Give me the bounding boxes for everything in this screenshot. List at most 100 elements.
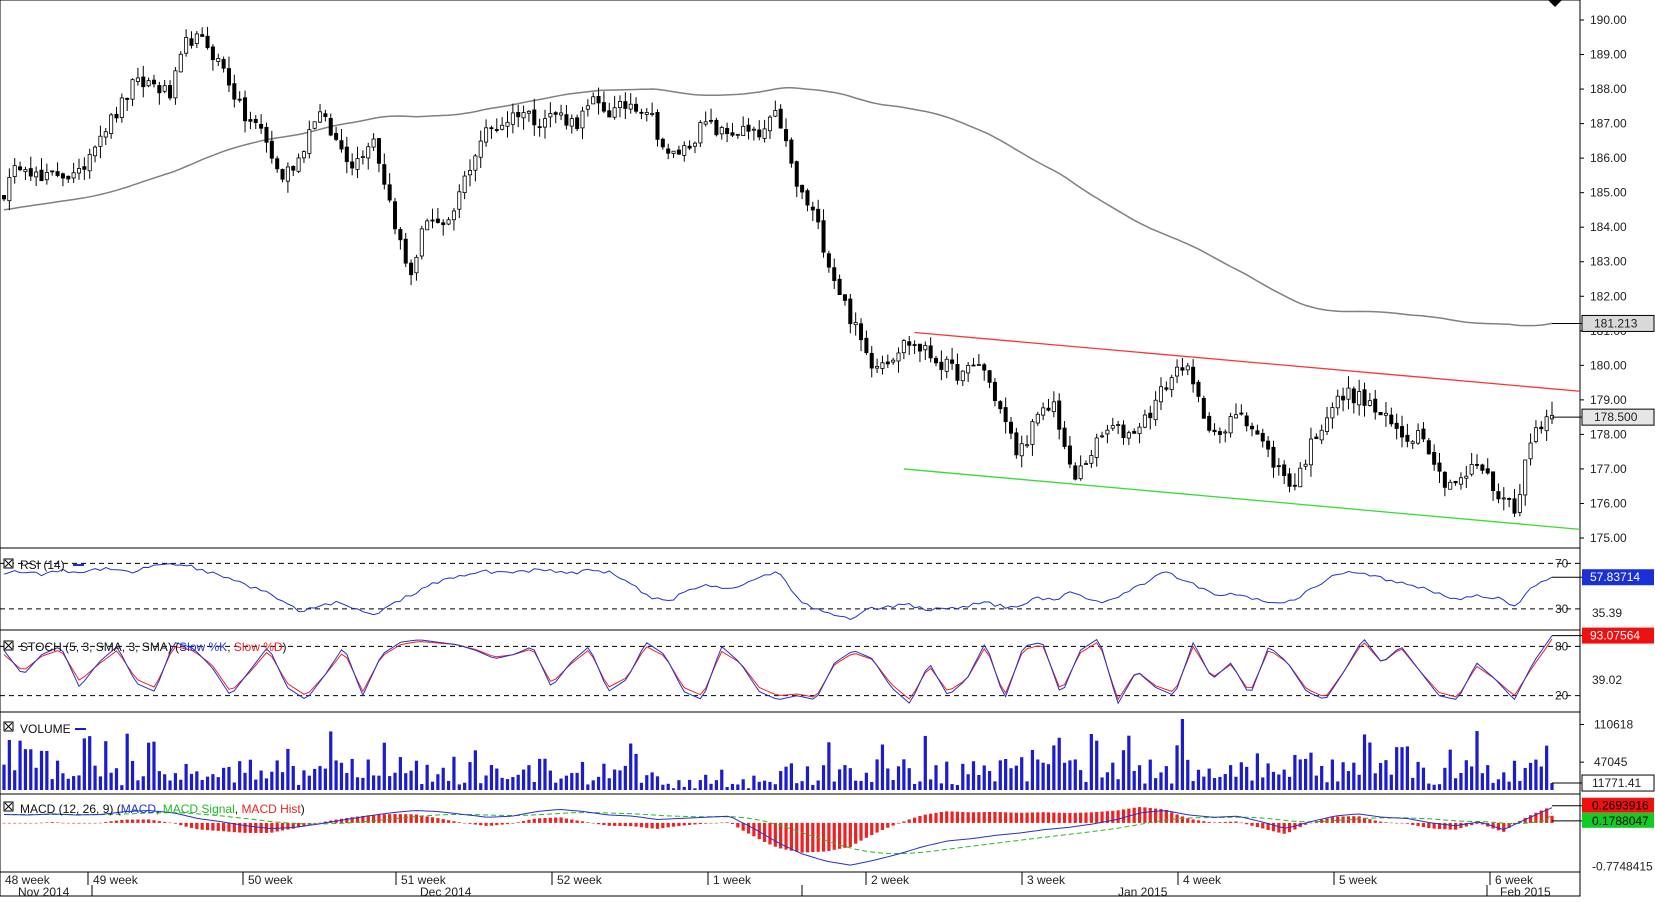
week-label: 4 week: [1183, 873, 1222, 887]
rsi-value-label: 57.83714: [1590, 570, 1640, 584]
volume-bar: [45, 750, 49, 790]
candle-bullish: [510, 112, 515, 125]
macd-hist-bar: [671, 822, 676, 827]
volume-bar: [929, 779, 933, 790]
volume-bar: [1416, 761, 1420, 790]
volume-bar: [1432, 784, 1436, 790]
macd-hist-bar: [1336, 816, 1340, 823]
candle-bullish: [1501, 497, 1506, 500]
macd-hist-bar: [473, 822, 477, 825]
volume-bar: [1239, 762, 1243, 790]
rsi-level-label: 70: [1555, 556, 1569, 570]
macd-hist-bar: [527, 819, 531, 823]
macd-hist-bar: [961, 811, 965, 823]
candle-bearish: [607, 110, 612, 118]
macd-hist-bar: [736, 822, 740, 828]
macd-hist-bar: [350, 817, 354, 823]
macd-hist-bar: [923, 814, 927, 823]
candle-bullish: [1153, 399, 1158, 421]
candle-bearish: [28, 168, 33, 177]
candle-bearish: [344, 146, 349, 163]
macd-hist-bar: [661, 822, 665, 829]
candle-bullish: [7, 177, 12, 202]
volume-bar: [334, 760, 338, 790]
candle-bullish: [1078, 465, 1083, 480]
candle-bearish: [243, 97, 248, 122]
volume-bar: [1229, 765, 1233, 790]
volume-bar: [1095, 740, 1099, 790]
price-tick-label: 179.00: [1590, 393, 1627, 407]
volume-bar: [1277, 774, 1281, 790]
candle-bullish: [366, 146, 371, 159]
volume-bar: [1089, 733, 1093, 790]
macd-title-group: MACD (12, 26, 9) (MACD, MACD Signal, MAC…: [3, 801, 305, 816]
macd-hist-bar: [1368, 819, 1372, 823]
volume-bar: [1303, 758, 1308, 790]
candle-bearish: [323, 113, 328, 117]
macd-hist-bar: [666, 822, 670, 828]
candle-bullish: [719, 127, 724, 135]
week-label: 48 week: [5, 873, 51, 887]
candle-bullish: [1458, 477, 1463, 485]
month-label: Nov 2014: [18, 885, 70, 897]
macd-hist-bar: [1143, 807, 1147, 823]
candle-bearish: [676, 149, 681, 155]
volume-bar: [923, 735, 927, 790]
volume-bar: [1223, 774, 1227, 790]
candle-bullish: [34, 171, 39, 178]
macd-hist-bar: [1030, 812, 1035, 823]
macd-hist-bar: [104, 822, 108, 823]
candle-bearish: [714, 119, 719, 136]
volume-bar: [811, 784, 815, 790]
macd-hist-bar: [13, 822, 17, 824]
macd-hist-bar: [725, 822, 729, 823]
macd-hist-bar: [1411, 822, 1415, 825]
price-tick-label: 178.00: [1590, 427, 1627, 441]
volume-bar: [1116, 779, 1120, 790]
volume-bar: [109, 772, 113, 790]
macd-hist-bar: [1159, 809, 1163, 823]
volume-bar: [114, 768, 119, 790]
sma-line: [3, 87, 1553, 327]
price-tick-label: 185.00: [1590, 186, 1627, 200]
volume-bar: [500, 777, 504, 790]
candle-bullish: [1035, 413, 1040, 424]
volume-bar: [1480, 773, 1484, 790]
volume-bar: [1100, 777, 1104, 790]
candle-bullish: [146, 80, 151, 87]
macd-hist-bar: [1421, 822, 1426, 828]
candle-bearish: [746, 124, 751, 132]
volume-bar: [259, 770, 263, 790]
volume-bar: [671, 788, 676, 790]
volume-bar: [912, 783, 917, 790]
macd-legend-signal: MACD Signal: [163, 802, 235, 816]
candle-bullish: [1464, 475, 1469, 479]
volume-bar: [821, 765, 826, 790]
scroll-marker-icon[interactable]: [1548, 0, 1562, 7]
candle-bearish: [601, 102, 606, 112]
volume-bar: [779, 771, 783, 790]
volume-bar: [136, 780, 140, 790]
macd-hist-bar: [152, 820, 156, 823]
macd-hist-bar: [1496, 822, 1501, 831]
candle-bullish: [1100, 435, 1105, 438]
candle-bullish: [1367, 400, 1372, 406]
macd-hist-bar: [286, 822, 290, 830]
macd-hist-bar: [1057, 812, 1061, 823]
macd-legend-hist: MACD Hist: [241, 802, 301, 816]
macd-hist-bar: [757, 822, 761, 840]
macd-hist-bar: [896, 822, 901, 824]
volume-value-label: 11771.41: [1592, 776, 1641, 790]
macd-hist-bar: [543, 818, 547, 823]
candle-bearish: [1314, 436, 1319, 440]
volume-bar: [1084, 781, 1088, 790]
macd-hist-bar: [1507, 822, 1511, 828]
candle-bearish: [157, 85, 162, 94]
macd-hist-bar: [955, 811, 960, 823]
candle-bullish: [762, 128, 767, 139]
candle-bearish: [1148, 412, 1153, 419]
week-label: 2 week: [871, 873, 910, 887]
candle-bullish: [93, 146, 98, 157]
macd-hist-bar: [918, 815, 922, 823]
